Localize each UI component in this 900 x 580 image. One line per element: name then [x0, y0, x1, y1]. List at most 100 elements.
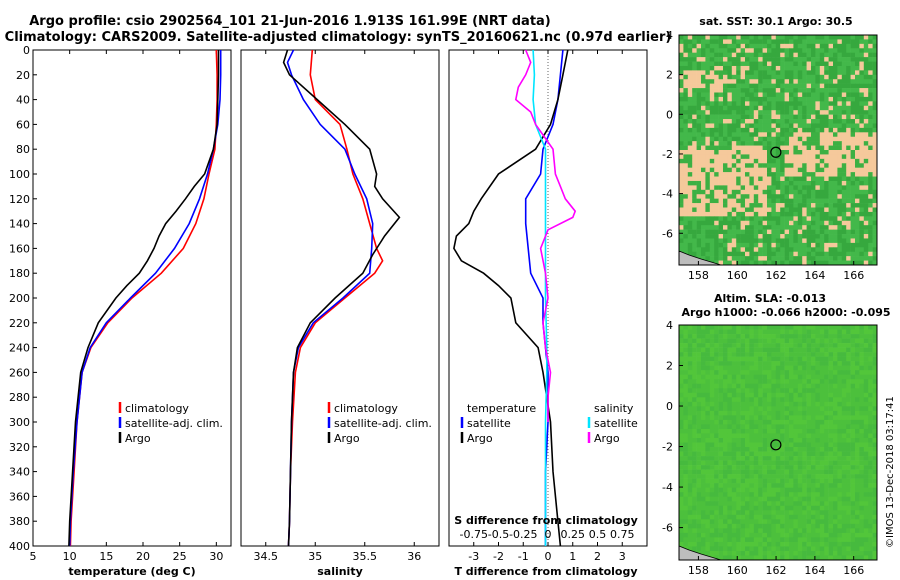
map-cell [740, 194, 746, 199]
map-cell [718, 114, 724, 120]
map-cell [780, 57, 785, 62]
map-cell [824, 35, 829, 40]
map-cell [723, 487, 728, 493]
map-cell [850, 256, 856, 261]
sst-map-title: sat. SST: 30.1 Argo: 30.5 [699, 15, 852, 28]
map-cell [683, 220, 689, 226]
map-cell [736, 132, 741, 138]
map-cell [824, 176, 829, 182]
map-cell [784, 180, 790, 186]
map-cell [841, 478, 847, 484]
map-cell [815, 234, 821, 239]
map-cell [863, 172, 869, 177]
y-tick-label: 140 [9, 218, 30, 231]
map-cell [771, 105, 777, 111]
map-cell [718, 388, 724, 394]
map-cell [705, 79, 711, 84]
map-cell [679, 465, 684, 470]
map-cell [863, 510, 869, 516]
map-cell [811, 437, 816, 443]
map-cell [841, 105, 847, 111]
map-cell [723, 185, 728, 191]
map-cell [863, 110, 869, 115]
map-cell [863, 451, 869, 457]
map-cell [745, 347, 750, 353]
map-cell [731, 92, 737, 98]
map-cell [855, 110, 860, 115]
map-cell [846, 433, 851, 439]
map-cell [709, 347, 715, 353]
map-cell [828, 92, 834, 98]
map-cell [696, 163, 702, 168]
map-cell [833, 501, 838, 507]
map-cell [731, 361, 737, 366]
map-cell [784, 211, 790, 217]
map-cell [758, 119, 763, 124]
map-cell [850, 510, 856, 516]
map-cell [679, 48, 684, 53]
map-cell [793, 510, 799, 516]
map-cell [841, 541, 847, 547]
map-cell [793, 379, 799, 385]
map-cell [859, 523, 865, 529]
map-cell [758, 101, 763, 107]
map-cell [687, 172, 693, 177]
map-cell [802, 365, 807, 371]
map-cell [714, 325, 719, 330]
map-cell [833, 141, 838, 146]
map-cell [855, 505, 860, 511]
map-cell [727, 79, 733, 84]
map-cell [749, 456, 755, 461]
map-cell [736, 65, 741, 71]
map-cell [749, 57, 755, 62]
map-cell [824, 145, 829, 151]
map-cell [740, 519, 746, 525]
map-cell [727, 35, 733, 40]
map-cell [850, 397, 856, 403]
map-cell [753, 105, 759, 111]
map-cell [723, 189, 728, 195]
map-cell [775, 92, 781, 98]
map-cell [811, 514, 816, 520]
map-cell [855, 185, 860, 191]
map-cell [714, 216, 719, 222]
map-cell [705, 203, 711, 208]
map-cell [701, 528, 706, 534]
map-cell [855, 460, 860, 466]
map-cell [767, 555, 772, 561]
map-cell [731, 74, 737, 80]
map-cell [767, 501, 772, 507]
map-cell [859, 61, 865, 67]
map-cell [749, 132, 755, 138]
map-cell [828, 242, 834, 248]
map-cell [863, 487, 869, 493]
map-cell [714, 492, 719, 498]
map-cell [802, 207, 807, 213]
map-cell [797, 61, 803, 67]
map-cell [797, 329, 803, 335]
map-cell [731, 48, 737, 53]
map-cell [767, 220, 772, 226]
map-cell [775, 410, 781, 416]
map-cell [753, 48, 759, 53]
map-cell [806, 154, 812, 160]
map-cell [828, 229, 834, 235]
map-cell [762, 370, 768, 376]
map-cell [868, 79, 873, 84]
map-cell [753, 119, 759, 124]
map-cell [775, 442, 781, 448]
map-cell [745, 79, 750, 84]
map-cell [736, 338, 741, 344]
map-cell [780, 79, 785, 84]
map-cell [775, 70, 781, 76]
map-cell [762, 101, 768, 107]
map-cell [687, 145, 693, 151]
map-cell [815, 105, 821, 111]
map-cell [731, 329, 737, 335]
map-cell [819, 401, 825, 407]
y-tick-label: 60 [16, 118, 30, 131]
map-cell [815, 207, 821, 213]
map-cell [731, 532, 737, 538]
map-cell [740, 356, 746, 362]
map-cell [819, 101, 825, 107]
